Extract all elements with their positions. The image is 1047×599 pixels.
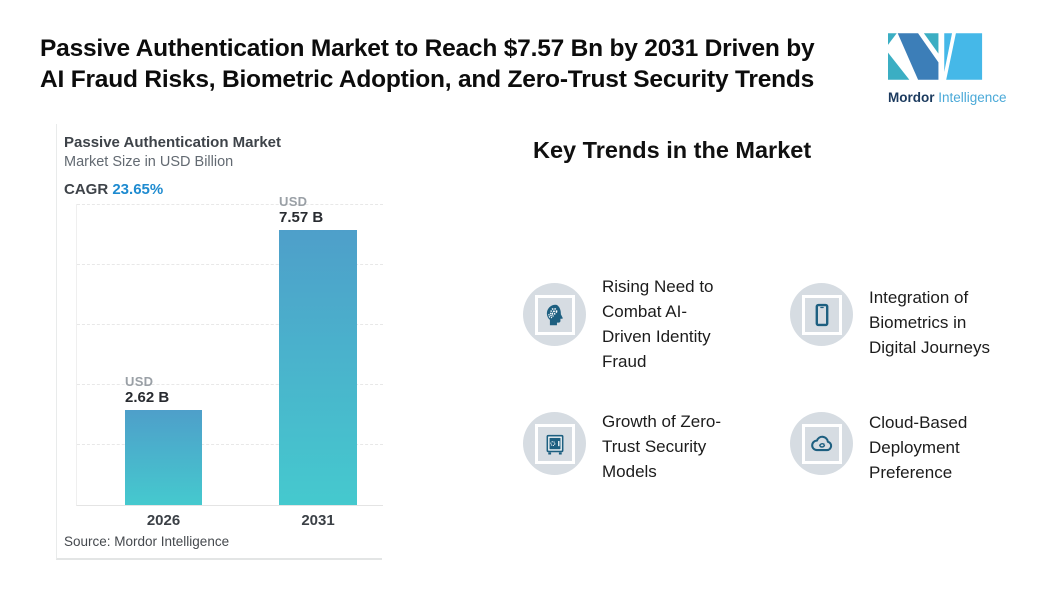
safe-vault-icon <box>546 434 563 455</box>
bar-amount-label: 7.57 B <box>279 209 324 226</box>
page-title: Passive Authentication Market to Reach $… <box>40 35 815 93</box>
icon-frame <box>534 294 575 335</box>
bar-value-label-2026: USD 2.62 B <box>125 374 169 405</box>
trend-label: Rising Need to Combat AI- Driven Identit… <box>602 277 714 371</box>
cagr-label: CAGR <box>64 181 109 198</box>
x-axis-tick-2026: 2026 <box>146 512 181 529</box>
icon-frame <box>801 294 842 335</box>
gridline <box>77 264 383 265</box>
mordor-logo-mark <box>888 33 983 80</box>
bar-currency-label: USD <box>279 194 308 209</box>
cagr-value: 23.65% <box>112 181 164 198</box>
trend-label: Integration of Biometrics in Digital Jou… <box>869 288 990 357</box>
logo-brand-name: Mordor <box>888 90 935 105</box>
mordor-logo-wordmark: Mordor Intelligence <box>888 90 1007 105</box>
trend-icon-circle <box>523 412 586 475</box>
mordor-intelligence-logo: Mordor Intelligence <box>888 33 1007 105</box>
bar-chart-plot-area: USD 2.62 B USD 7.57 B 2026 2031 <box>76 194 383 529</box>
bar-2031 <box>279 230 357 505</box>
icon-frame <box>534 423 575 464</box>
trend-item-zero-trust: Growth of Zero- Trust Security Models <box>523 412 721 484</box>
logo-brand-suffix: Intelligence <box>938 90 1007 105</box>
x-axis-tick-2031: 2031 <box>301 512 335 529</box>
cloud-sync-icon <box>810 435 832 451</box>
trend-label: Growth of Zero- Trust Security Models <box>602 412 722 481</box>
trend-item-ai-fraud: Rising Need to Combat AI- Driven Identit… <box>523 277 714 374</box>
gridline <box>77 204 383 205</box>
chart-title: Passive Authentication Market <box>64 134 282 151</box>
chart-subtitle: Market Size in USD Billion <box>64 154 234 170</box>
key-trends-heading: Key Trends in the Market <box>533 137 812 163</box>
gridline <box>77 444 383 445</box>
bar-2026 <box>125 410 202 505</box>
head-gears-icon <box>546 304 563 325</box>
chart-source-note: Source: Mordor Intelligence <box>64 534 230 549</box>
smartphone-icon <box>815 303 828 326</box>
trend-item-biometrics: Integration of Biometrics in Digital Jou… <box>790 283 990 360</box>
gridline <box>77 324 383 325</box>
gridline <box>77 384 383 385</box>
bar-currency-label: USD <box>125 374 154 389</box>
bar-amount-label: 2.62 B <box>125 389 170 406</box>
cagr-row: CAGR 23.65% <box>64 181 163 198</box>
trend-item-cloud: Cloud-Based Deployment Preference <box>790 412 967 485</box>
trend-icon-circle <box>790 412 853 475</box>
market-size-chart-card: Passive Authentication Market Market Siz… <box>56 124 383 560</box>
icon-frame <box>801 423 842 464</box>
bar-value-label-2031: USD 7.57 B <box>279 194 323 225</box>
trend-icon-circle <box>523 283 586 346</box>
trend-icon-circle <box>790 283 853 346</box>
trend-label: Cloud-Based Deployment Preference <box>869 413 968 482</box>
